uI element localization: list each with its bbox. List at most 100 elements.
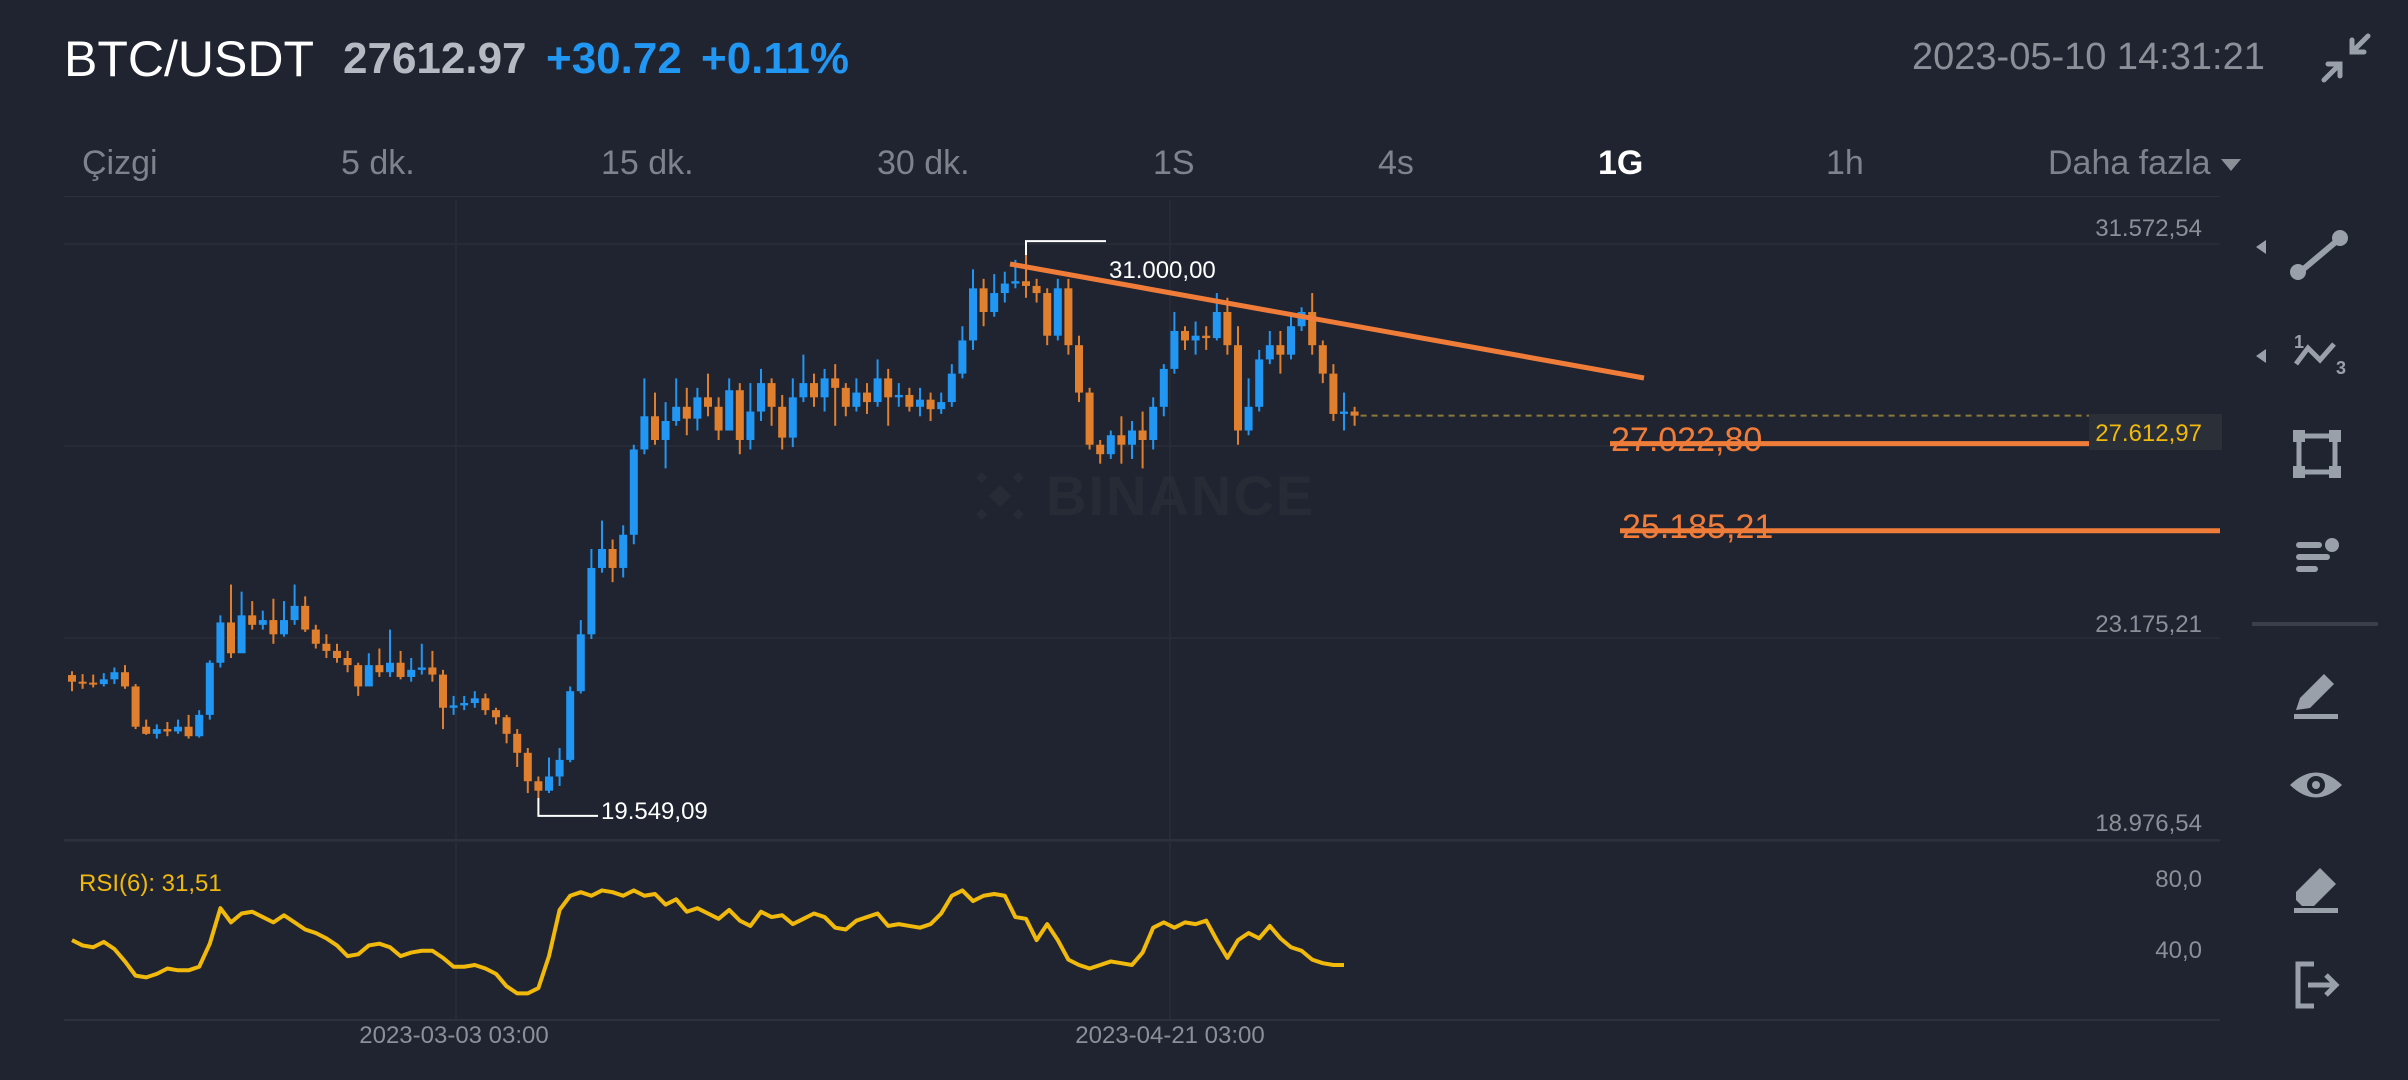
candle-body (364, 665, 373, 687)
candle-body (68, 675, 76, 682)
candle-body (725, 390, 734, 431)
visibility-tool[interactable] (2240, 750, 2342, 820)
candle-body (788, 397, 797, 438)
tab-1w[interactable]: 1h (1826, 144, 1864, 183)
candle-body (1000, 283, 1009, 294)
candle-body (852, 392, 861, 407)
candle-body (439, 674, 447, 708)
drawing-toolbar: 1 3 (2240, 220, 2390, 1060)
exit-tool[interactable] (2240, 950, 2340, 1020)
candle-body (810, 383, 818, 398)
trading-pair[interactable]: BTC/USDT (64, 31, 314, 87)
candle-body (311, 629, 320, 644)
tab-30m[interactable]: 30 dk. (877, 144, 970, 183)
candle-body (386, 662, 394, 673)
candle-body (513, 733, 522, 753)
candle-body (375, 665, 384, 673)
svg-text:3: 3 (2336, 358, 2346, 378)
candle-body (1287, 326, 1295, 355)
rectangle-tool[interactable] (2240, 420, 2341, 490)
exit-icon (2295, 961, 2340, 1009)
candle-body (757, 383, 765, 412)
candle-body (1181, 330, 1189, 341)
candle-body (735, 390, 744, 440)
tab-more[interactable]: Daha fazla (2048, 144, 2241, 183)
candle-body (979, 288, 988, 313)
tab-5m[interactable]: 5 dk. (341, 144, 415, 183)
interval-tabs: Çizgi 5 dk. 15 dk. 30 dk. 1S 4s 1G 1h Da… (0, 132, 2408, 196)
tab-1h[interactable]: 1S (1153, 144, 1195, 183)
candle-body (460, 703, 469, 706)
timestamp: 2023-05-10 14:31:21 (1912, 36, 2265, 78)
y-axis-label: 31.572,54 (2095, 215, 2202, 242)
tab-4h[interactable]: 4s (1378, 144, 1414, 183)
binance-watermark: BINANCE (975, 464, 1313, 527)
candle-body (1075, 345, 1083, 393)
tab-15m[interactable]: 15 dk. (601, 144, 694, 183)
last-price: 27612.97 (343, 34, 527, 83)
candle-body (470, 698, 479, 704)
rsi-panel (71, 888, 1344, 996)
trendline-icon (2290, 230, 2348, 280)
fib-tool[interactable]: 1 3 (2240, 320, 2346, 390)
high-marker (1025, 240, 1106, 256)
candle-body (990, 293, 999, 313)
level-label: 25.185,21 (1622, 508, 1773, 546)
candle-body (894, 394, 903, 398)
candle-body (195, 714, 204, 737)
candle-body (1223, 312, 1232, 346)
tab-line[interactable]: Çizgi (82, 144, 158, 183)
divider (64, 196, 2220, 197)
candle-body (841, 387, 850, 407)
candle-body (205, 662, 214, 715)
text-tool[interactable] (2240, 520, 2339, 590)
rsi-label: RSI(6): 31,51 (79, 870, 222, 897)
candle-body (619, 534, 628, 568)
candle-body (1265, 345, 1274, 360)
candle-body (576, 634, 585, 692)
candle-body (248, 615, 257, 625)
x-axis-label: 2023-04-21 03:00 (1075, 1022, 1265, 1049)
collapse-arrows-icon[interactable] (2318, 30, 2374, 86)
tab-1d[interactable]: 1G (1598, 144, 1643, 183)
candle-body (1096, 444, 1105, 455)
eraser-tool[interactable] (2240, 850, 2338, 920)
candle-body (290, 605, 299, 621)
tab-label: Daha fazla (2048, 144, 2211, 182)
candle-body (523, 752, 532, 782)
tab-label: 4s (1378, 144, 1414, 182)
current-price-tag (2089, 414, 2222, 450)
tab-label: 1h (1826, 144, 1864, 182)
candle-body (163, 729, 172, 732)
low-annotation: 19.549,09 (601, 798, 708, 825)
candle-body (1255, 359, 1264, 407)
candle-body (1297, 312, 1306, 327)
candle-body (873, 378, 882, 403)
candle-body (884, 378, 893, 398)
candle-body (1053, 288, 1062, 336)
candle-body (1022, 281, 1030, 286)
header: BTC/USDT 27612.97 +30.72 +0.11% 2023-05-… (0, 0, 2408, 120)
fibonacci-icon (2294, 342, 2336, 366)
candle-body (152, 729, 161, 734)
candle-body (78, 681, 87, 684)
tab-label: 15 dk. (601, 144, 694, 182)
candle-body (947, 373, 956, 403)
candle-body (428, 667, 437, 675)
y-axis-label: 18.976,54 (2095, 810, 2202, 837)
expand-arrow-icon (2256, 349, 2266, 363)
low-marker (537, 797, 598, 817)
eye-icon (2290, 772, 2342, 798)
candle-body (905, 394, 914, 407)
candle-body (545, 776, 553, 791)
candle-body (237, 615, 246, 654)
trendline-tool[interactable] (2240, 220, 2348, 290)
candle-body (269, 620, 278, 635)
candle-body (216, 622, 225, 663)
draw-tool[interactable] (2240, 660, 2338, 730)
candle-body (110, 672, 119, 680)
candle-body (969, 288, 977, 341)
eraser-icon (2294, 868, 2338, 913)
candle-body (746, 411, 755, 440)
